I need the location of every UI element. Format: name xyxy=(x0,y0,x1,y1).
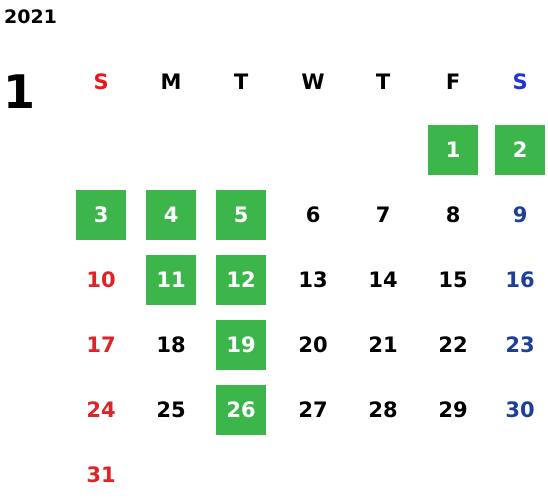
day-5[interactable]: 5 xyxy=(216,190,266,240)
day-15[interactable]: 15 xyxy=(438,268,468,292)
day-20[interactable]: 20 xyxy=(298,333,328,357)
day-11[interactable]: 11 xyxy=(146,255,196,305)
day-31[interactable]: 31 xyxy=(86,463,116,487)
weekday-header-mon: M xyxy=(160,70,182,94)
day-24[interactable]: 24 xyxy=(86,398,116,422)
day-7[interactable]: 7 xyxy=(375,203,391,227)
weekday-header-fri: F xyxy=(445,70,461,94)
day-6[interactable]: 6 xyxy=(305,203,321,227)
day-14[interactable]: 14 xyxy=(368,268,398,292)
day-3[interactable]: 3 xyxy=(76,190,126,240)
day-10[interactable]: 10 xyxy=(86,268,116,292)
day-19[interactable]: 19 xyxy=(216,320,266,370)
day-12[interactable]: 12 xyxy=(216,255,266,305)
day-18[interactable]: 18 xyxy=(156,333,186,357)
day-27[interactable]: 27 xyxy=(298,398,328,422)
day-28[interactable]: 28 xyxy=(368,398,398,422)
day-13[interactable]: 13 xyxy=(298,268,328,292)
day-23[interactable]: 23 xyxy=(505,333,535,357)
day-1[interactable]: 1 xyxy=(428,125,478,175)
day-17[interactable]: 17 xyxy=(86,333,116,357)
day-26[interactable]: 26 xyxy=(216,385,266,435)
year-label: 2021 xyxy=(4,6,57,28)
day-30[interactable]: 30 xyxy=(505,398,535,422)
day-2[interactable]: 2 xyxy=(495,125,545,175)
day-16[interactable]: 16 xyxy=(505,268,535,292)
day-21[interactable]: 21 xyxy=(368,333,398,357)
month-label: 1 xyxy=(3,65,36,119)
weekday-header-wed: W xyxy=(301,70,325,94)
day-9[interactable]: 9 xyxy=(512,203,528,227)
weekday-header-sat: S xyxy=(512,70,528,94)
day-8[interactable]: 8 xyxy=(445,203,461,227)
weekday-header-thu: T xyxy=(375,70,391,94)
weekday-header-sun: S xyxy=(93,70,109,94)
day-29[interactable]: 29 xyxy=(438,398,468,422)
day-25[interactable]: 25 xyxy=(156,398,186,422)
day-4[interactable]: 4 xyxy=(146,190,196,240)
day-22[interactable]: 22 xyxy=(438,333,468,357)
weekday-header-tue: T xyxy=(233,70,249,94)
